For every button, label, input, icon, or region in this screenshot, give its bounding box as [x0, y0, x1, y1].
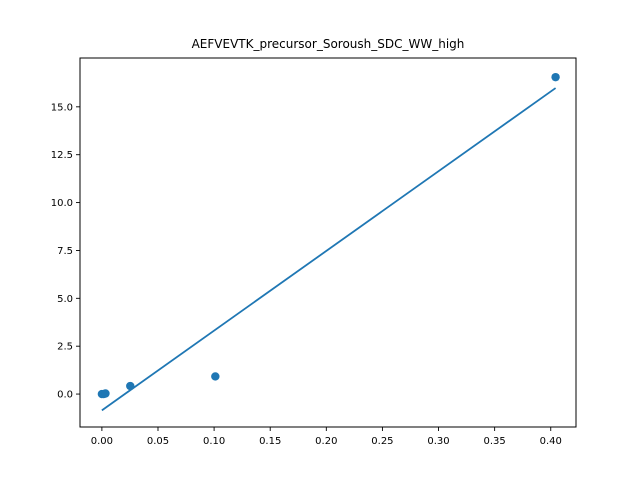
data-point — [551, 72, 560, 82]
axes-frame — [79, 57, 577, 428]
fit-line — [101, 87, 557, 412]
x-tick-label: 0.05 — [147, 436, 169, 447]
y-axis: 0.0 2.5 5.0 7.5 10.0 12.5 15.0 — [51, 102, 80, 401]
x-tick-label: 0.15 — [259, 436, 281, 447]
y-tick-label: 15.0 — [51, 102, 73, 113]
plot-area — [97, 72, 560, 412]
chart-title: AEFVEVTK_precursor_Soroush_SDC_WW_high — [192, 37, 465, 51]
x-tick-label: 0.30 — [427, 436, 449, 447]
x-tick-label: 0.40 — [540, 436, 562, 447]
x-tick-label: 0.10 — [203, 436, 225, 447]
data-point — [211, 372, 220, 381]
x-axis: 0.00 0.05 0.10 0.15 0.20 0.25 0.30 0.35 0.40 — [91, 427, 562, 447]
y-tick-label: 7.5 — [57, 246, 73, 257]
x-tick-label: 0.20 — [315, 436, 337, 447]
y-tick-label: 0.0 — [57, 390, 73, 401]
x-tick-label: 0.00 — [91, 436, 113, 447]
y-tick-label: 5.0 — [57, 294, 73, 305]
x-tick-label: 0.35 — [484, 436, 506, 447]
data-point — [101, 389, 110, 398]
y-tick-label: 2.5 — [57, 342, 73, 353]
x-tick-label: 0.25 — [371, 436, 393, 447]
y-tick-label: 12.5 — [51, 150, 73, 161]
y-tick-label: 10.0 — [51, 198, 73, 209]
